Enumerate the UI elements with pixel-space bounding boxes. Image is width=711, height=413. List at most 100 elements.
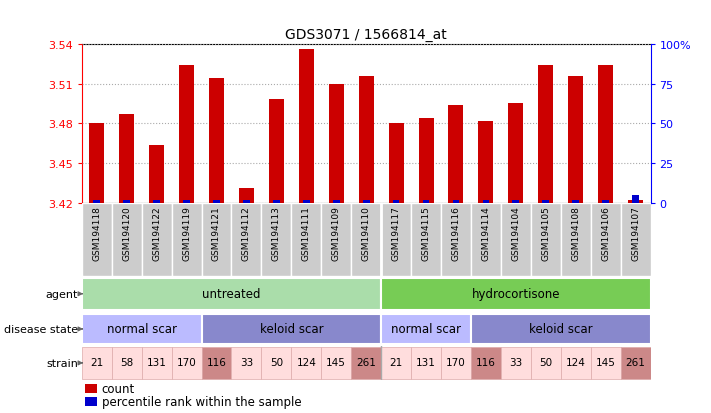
Bar xyxy=(411,204,441,276)
Bar xyxy=(112,347,141,379)
Bar xyxy=(85,384,97,393)
Bar xyxy=(269,100,284,204)
Text: GSM194109: GSM194109 xyxy=(332,206,341,261)
Text: 124: 124 xyxy=(296,357,316,367)
Bar xyxy=(508,104,523,204)
Bar xyxy=(154,200,160,204)
Bar xyxy=(321,204,351,276)
Bar xyxy=(292,204,321,276)
Bar xyxy=(561,347,591,379)
Text: 170: 170 xyxy=(176,357,196,367)
Bar xyxy=(201,347,232,379)
Text: hydrocortisone: hydrocortisone xyxy=(471,287,560,300)
Bar xyxy=(213,200,220,204)
Text: 261: 261 xyxy=(356,357,376,367)
Bar xyxy=(239,189,254,204)
Bar xyxy=(422,200,429,204)
Text: 131: 131 xyxy=(416,357,436,367)
Bar xyxy=(381,314,471,344)
Bar xyxy=(201,314,381,344)
Bar xyxy=(82,347,112,379)
Bar xyxy=(568,76,583,204)
Text: normal scar: normal scar xyxy=(107,322,176,335)
Bar xyxy=(381,347,411,379)
Text: GSM194114: GSM194114 xyxy=(481,206,491,260)
Text: count: count xyxy=(102,382,135,395)
Text: 170: 170 xyxy=(446,357,466,367)
Text: 58: 58 xyxy=(120,357,133,367)
Text: GSM194108: GSM194108 xyxy=(571,206,580,261)
Bar xyxy=(392,200,400,204)
Text: 116: 116 xyxy=(206,357,226,367)
Bar xyxy=(538,66,553,204)
Bar xyxy=(471,314,651,344)
Text: GSM194120: GSM194120 xyxy=(122,206,131,260)
Bar xyxy=(333,200,340,204)
Bar xyxy=(351,204,381,276)
Text: normal scar: normal scar xyxy=(391,322,461,335)
Text: GSM194110: GSM194110 xyxy=(362,206,370,261)
Text: 33: 33 xyxy=(240,357,253,367)
Bar xyxy=(179,66,194,204)
Bar xyxy=(273,200,279,204)
Bar xyxy=(602,200,609,204)
Bar xyxy=(449,106,464,204)
Text: strain: strain xyxy=(46,358,78,368)
Bar xyxy=(513,200,519,204)
Bar xyxy=(363,200,370,204)
Text: GSM194112: GSM194112 xyxy=(242,206,251,260)
Text: agent: agent xyxy=(46,289,78,299)
Bar xyxy=(321,347,351,379)
Bar xyxy=(119,115,134,204)
Bar xyxy=(112,204,141,276)
Bar xyxy=(183,200,190,204)
Text: GSM194119: GSM194119 xyxy=(182,206,191,261)
Bar xyxy=(591,204,621,276)
Bar xyxy=(262,204,292,276)
Text: 261: 261 xyxy=(626,357,646,367)
Text: GSM194117: GSM194117 xyxy=(392,206,400,261)
Bar xyxy=(411,347,441,379)
Text: 145: 145 xyxy=(596,357,616,367)
Bar xyxy=(453,200,459,204)
Bar xyxy=(531,204,561,276)
Bar xyxy=(201,204,232,276)
Text: 21: 21 xyxy=(390,357,402,367)
Bar xyxy=(141,347,171,379)
Text: 124: 124 xyxy=(566,357,586,367)
Bar xyxy=(389,124,404,204)
Bar xyxy=(93,200,100,204)
Bar xyxy=(292,347,321,379)
Bar xyxy=(561,204,591,276)
Bar xyxy=(419,119,434,204)
Text: GSM194113: GSM194113 xyxy=(272,206,281,261)
Text: 131: 131 xyxy=(146,357,166,367)
Text: GSM194106: GSM194106 xyxy=(602,206,610,261)
Bar xyxy=(479,121,493,204)
Text: GSM194116: GSM194116 xyxy=(451,206,461,261)
Text: 50: 50 xyxy=(539,357,552,367)
Bar xyxy=(149,145,164,204)
Bar xyxy=(591,347,621,379)
Text: 33: 33 xyxy=(509,357,523,367)
Bar xyxy=(85,396,97,406)
Text: GSM194107: GSM194107 xyxy=(631,206,640,261)
Text: GSM194122: GSM194122 xyxy=(152,206,161,260)
Bar xyxy=(501,204,531,276)
Bar xyxy=(628,201,643,204)
Bar xyxy=(542,200,549,204)
Bar xyxy=(483,200,489,204)
Bar xyxy=(572,200,579,204)
Text: percentile rank within the sample: percentile rank within the sample xyxy=(102,395,301,408)
Bar xyxy=(632,196,639,204)
Bar xyxy=(82,314,201,344)
Bar xyxy=(171,204,201,276)
Text: keloid scar: keloid scar xyxy=(260,322,323,335)
Bar xyxy=(243,200,250,204)
Bar xyxy=(328,84,343,204)
Bar xyxy=(381,204,411,276)
Bar xyxy=(171,347,201,379)
Bar xyxy=(441,347,471,379)
Bar xyxy=(621,347,651,379)
Text: GSM194118: GSM194118 xyxy=(92,206,101,261)
